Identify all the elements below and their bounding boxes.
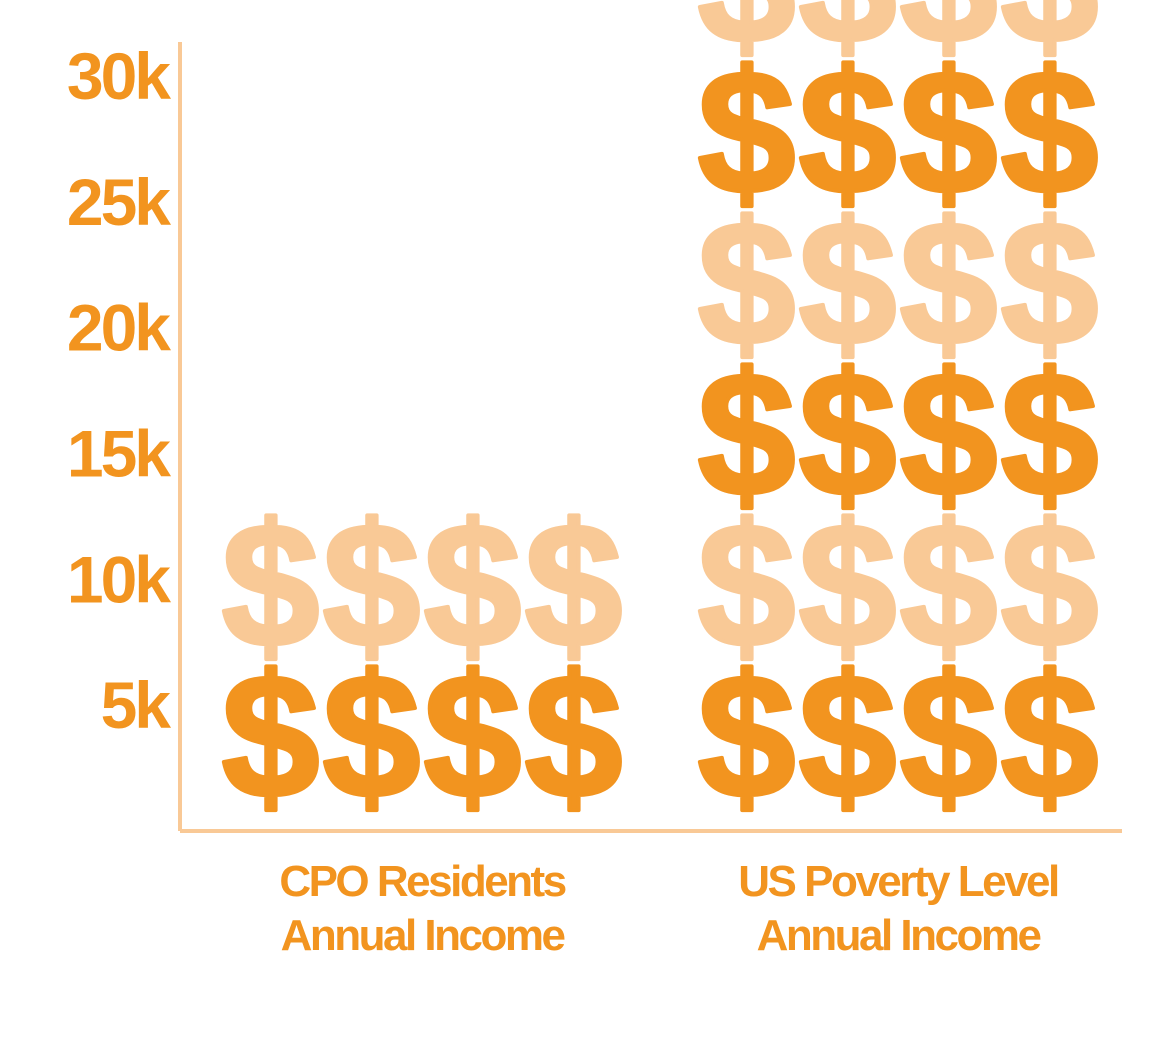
y-tick-label: 5k (101, 668, 172, 742)
dollar-sign-icon: $ (1001, 186, 1099, 382)
bar-row: $$$$ (696, 486, 1101, 686)
dollar-sign-icon: $ (1001, 35, 1099, 231)
dollar-sign-icon: $ (799, 186, 897, 382)
dollar-sign-icon: $ (698, 186, 796, 382)
dollar-sign-icon: $ (1001, 0, 1099, 80)
y-tick-label: 25k (67, 165, 171, 239)
y-tick-label: 15k (67, 417, 171, 491)
dollar-sign-icon: $ (900, 337, 998, 533)
pictogram-bars: $$$$$$$$$$$$$$$$$$$$$$$$$$$$$$$$ (220, 0, 1101, 837)
dollar-sign-icon: $ (1001, 639, 1099, 835)
dollar-sign-icon: $ (424, 488, 522, 684)
category-label: US Poverty Level (738, 857, 1058, 906)
bar-row: $$$$ (696, 637, 1101, 837)
dollar-sign-icon: $ (900, 0, 998, 80)
bar-row: $$$$ (696, 184, 1101, 384)
dollar-sign-icon: $ (698, 488, 796, 684)
category-label: Annual Income (281, 911, 565, 960)
dollar-sign-icon: $ (698, 35, 796, 231)
dollar-sign-icon: $ (900, 35, 998, 231)
dollar-sign-icon: $ (799, 488, 897, 684)
y-tick-label: 30k (67, 39, 171, 113)
bar-row: $$$$ (696, 33, 1101, 233)
bar-row: $$$$ (220, 486, 625, 686)
dollar-sign-icon: $ (698, 0, 796, 80)
y-axis-ticks: 5k 10k 15k 20k 25k 30k (67, 39, 174, 742)
category-labels: CPO Residents Annual Income US Poverty Lev… (279, 857, 1060, 960)
dollar-sign-icon: $ (900, 639, 998, 835)
dollar-sign-icon: $ (424, 639, 522, 835)
dollar-sign-icon: $ (698, 639, 796, 835)
category-label: Annual Income (757, 911, 1041, 960)
dollar-sign-icon: $ (1001, 337, 1099, 533)
bar-row: $$$$ (696, 335, 1101, 535)
dollar-sign-icon: $ (900, 186, 998, 382)
bar-row: $$$$ (696, 0, 1101, 82)
dollar-sign-icon: $ (323, 488, 421, 684)
dollar-sign-icon: $ (525, 488, 623, 684)
dollar-sign-icon: $ (799, 337, 897, 533)
dollar-sign-icon: $ (799, 0, 897, 80)
dollar-sign-icon: $ (900, 488, 998, 684)
dollar-sign-icon: $ (222, 488, 320, 684)
dollar-sign-icon: $ (525, 639, 623, 835)
y-tick-label: 10k (67, 542, 171, 616)
category-label: CPO Residents (279, 857, 565, 906)
dollar-sign-icon: $ (222, 639, 320, 835)
y-tick-label: 20k (67, 291, 171, 365)
bar-row: $$$$ (220, 637, 625, 837)
dollar-sign-icon: $ (1001, 488, 1099, 684)
dollar-sign-icon: $ (323, 639, 421, 835)
dollar-sign-icon: $ (799, 35, 897, 231)
dollar-sign-icon: $ (799, 639, 897, 835)
dollar-sign-icon: $ (698, 337, 796, 533)
